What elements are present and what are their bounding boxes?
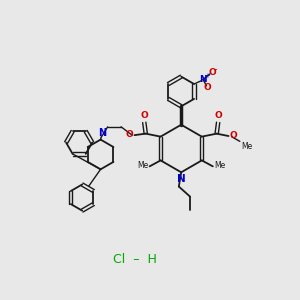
Text: O: O [204, 83, 211, 92]
Text: -: - [214, 64, 217, 74]
Text: Me: Me [241, 142, 252, 151]
Text: O: O [140, 111, 148, 120]
Text: N: N [177, 174, 186, 184]
Text: O: O [214, 111, 222, 120]
Text: O: O [125, 130, 133, 139]
Text: +: + [204, 73, 210, 79]
Text: Me: Me [137, 161, 148, 170]
Text: Me: Me [214, 161, 226, 170]
Text: Cl  –  H: Cl – H [113, 254, 157, 266]
Text: O: O [230, 131, 237, 140]
Text: N: N [199, 75, 207, 84]
Text: O: O [208, 68, 216, 76]
Text: N: N [98, 128, 106, 137]
